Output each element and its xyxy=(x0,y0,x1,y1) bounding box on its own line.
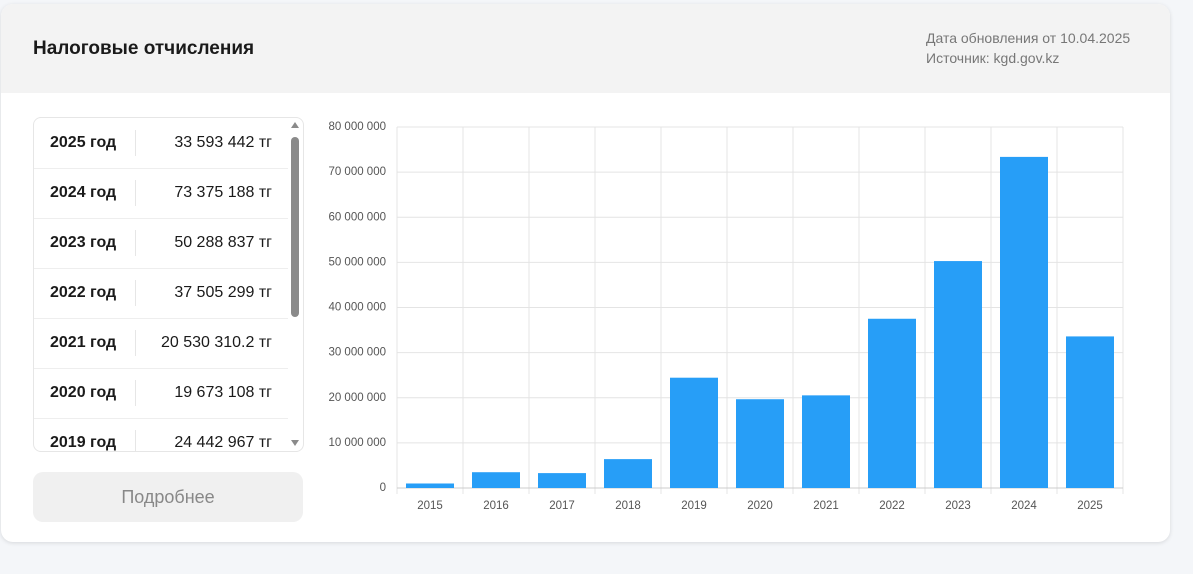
year-list[interactable]: 2019 год 24 442 967 тг 2020 год 19 673 108 … xyxy=(33,117,304,452)
year-row: 2021 год 20 530 310.2 тг xyxy=(34,318,288,369)
update-date: Дата обновления от 10.04.2025 xyxy=(926,30,1131,46)
year-row: 2023 год 50 288 837 тг xyxy=(34,218,288,269)
divider xyxy=(135,430,136,451)
year-row: 2019 год 24 442 967 тг xyxy=(34,418,288,451)
more-button[interactable]: Подробнее xyxy=(33,472,303,522)
y-tick-label: 50 000 000 xyxy=(328,256,386,268)
year: 2023 год xyxy=(50,234,117,251)
year: 2019 год xyxy=(50,434,117,451)
bar xyxy=(670,377,718,488)
x-tick-label: 2020 xyxy=(747,500,773,512)
year-row: 2020 год 19 673 108 тг xyxy=(34,368,288,419)
header: Налоговые отчисления Дата обновления от … xyxy=(1,4,1170,93)
scrollbar-thumb[interactable] xyxy=(291,137,299,317)
divider xyxy=(135,230,136,256)
y-tick-label: 40 000 000 xyxy=(328,302,386,314)
year-row: 2025 год 33 593 442 тг xyxy=(34,118,288,169)
divider xyxy=(135,330,136,356)
y-tick-label: 60 000 000 xyxy=(328,211,386,223)
x-tick-label: 2022 xyxy=(879,500,905,512)
bar xyxy=(604,459,652,488)
y-tick-label: 20 000 000 xyxy=(328,392,386,404)
x-tick-label: 2023 xyxy=(945,500,971,512)
year: 2024 год xyxy=(50,184,117,201)
bar xyxy=(868,318,916,488)
x-tick-label: 2025 xyxy=(1077,500,1103,512)
y-tick-label: 80 000 000 xyxy=(328,121,386,133)
x-tick-label: 2018 xyxy=(615,500,641,512)
year: 2020 год xyxy=(50,384,117,401)
y-tick-label: 0 xyxy=(380,482,386,494)
amount: 37 505 299 тг xyxy=(174,284,272,301)
bar xyxy=(934,261,982,488)
divider xyxy=(135,380,136,406)
amount: 24 442 967 тг xyxy=(174,434,272,451)
amount: 33 593 442 тг xyxy=(174,134,272,151)
year: 2025 год xyxy=(50,134,117,151)
bar xyxy=(802,395,850,488)
x-tick-label: 2016 xyxy=(483,500,509,512)
x-tick-label: 2021 xyxy=(813,500,839,512)
x-tick-label: 2024 xyxy=(1011,500,1037,512)
y-tick-label: 70 000 000 xyxy=(328,166,386,178)
bar xyxy=(538,473,586,488)
amount: 20 530 310.2 тг xyxy=(160,334,272,351)
divider xyxy=(135,130,136,156)
x-tick-label: 2017 xyxy=(549,500,575,512)
bar xyxy=(736,399,784,488)
divider xyxy=(135,180,136,206)
amount: 19 673 108 тг xyxy=(174,384,272,401)
x-tick-label: 2015 xyxy=(417,500,443,512)
bar xyxy=(406,483,454,488)
divider xyxy=(135,280,136,306)
bar xyxy=(1066,336,1114,488)
title: Налоговые отчисления xyxy=(33,38,255,59)
year-row: 2022 год 37 505 299 тг xyxy=(34,268,288,319)
y-tick-label: 30 000 000 xyxy=(328,347,386,359)
amount: 73 375 188 тг xyxy=(174,184,272,201)
x-tick-label: 2019 xyxy=(681,500,707,512)
y-tick-label: 10 000 000 xyxy=(328,437,386,449)
bar xyxy=(472,472,520,488)
year-row: 2024 год 73 375 188 тг xyxy=(34,168,288,219)
source: Источник: kgd.gov.kz xyxy=(926,50,1060,66)
year: 2022 год xyxy=(50,284,117,301)
amount: 50 288 837 тг xyxy=(174,234,272,251)
bar xyxy=(1000,156,1048,488)
year: 2021 год xyxy=(50,334,117,351)
